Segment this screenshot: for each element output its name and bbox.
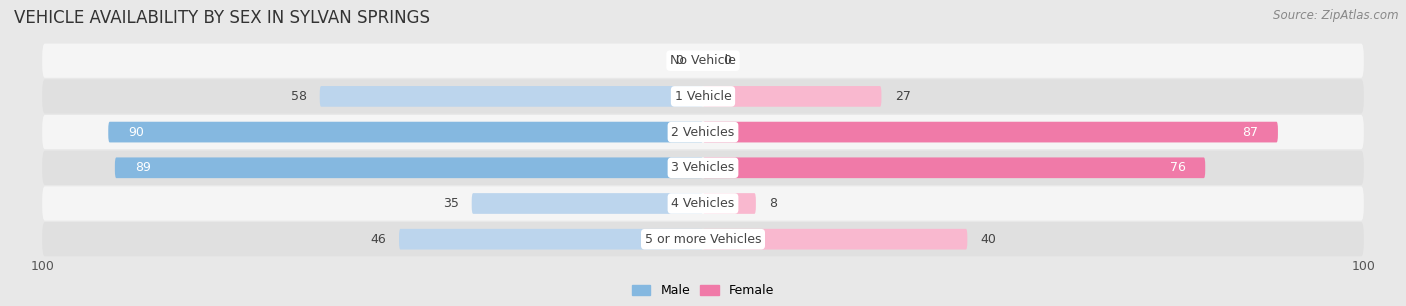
- Text: Source: ZipAtlas.com: Source: ZipAtlas.com: [1274, 9, 1399, 22]
- FancyBboxPatch shape: [703, 193, 756, 214]
- FancyBboxPatch shape: [42, 115, 1364, 149]
- FancyBboxPatch shape: [115, 157, 703, 178]
- Text: 58: 58: [291, 90, 307, 103]
- FancyBboxPatch shape: [703, 86, 882, 107]
- FancyBboxPatch shape: [703, 229, 967, 249]
- FancyBboxPatch shape: [108, 122, 703, 142]
- Text: 4 Vehicles: 4 Vehicles: [672, 197, 734, 210]
- FancyBboxPatch shape: [42, 151, 1364, 185]
- FancyBboxPatch shape: [471, 193, 703, 214]
- Text: 0: 0: [675, 54, 683, 67]
- Text: 5 or more Vehicles: 5 or more Vehicles: [645, 233, 761, 246]
- Text: 3 Vehicles: 3 Vehicles: [672, 161, 734, 174]
- FancyBboxPatch shape: [42, 222, 1364, 256]
- Text: 46: 46: [370, 233, 385, 246]
- Legend: Male, Female: Male, Female: [630, 282, 776, 300]
- Text: 8: 8: [769, 197, 778, 210]
- Text: 40: 40: [980, 233, 997, 246]
- Text: 35: 35: [443, 197, 458, 210]
- Text: 76: 76: [1170, 161, 1185, 174]
- Text: 89: 89: [135, 161, 150, 174]
- Text: 0: 0: [723, 54, 731, 67]
- Text: 1 Vehicle: 1 Vehicle: [675, 90, 731, 103]
- Text: VEHICLE AVAILABILITY BY SEX IN SYLVAN SPRINGS: VEHICLE AVAILABILITY BY SEX IN SYLVAN SP…: [14, 9, 430, 27]
- FancyBboxPatch shape: [42, 79, 1364, 114]
- FancyBboxPatch shape: [703, 122, 1278, 142]
- Text: No Vehicle: No Vehicle: [671, 54, 735, 67]
- Text: 90: 90: [128, 125, 143, 139]
- FancyBboxPatch shape: [399, 229, 703, 249]
- FancyBboxPatch shape: [319, 86, 703, 107]
- FancyBboxPatch shape: [42, 43, 1364, 78]
- FancyBboxPatch shape: [42, 186, 1364, 221]
- Text: 2 Vehicles: 2 Vehicles: [672, 125, 734, 139]
- Text: 27: 27: [894, 90, 911, 103]
- Text: 87: 87: [1241, 125, 1258, 139]
- FancyBboxPatch shape: [703, 157, 1205, 178]
